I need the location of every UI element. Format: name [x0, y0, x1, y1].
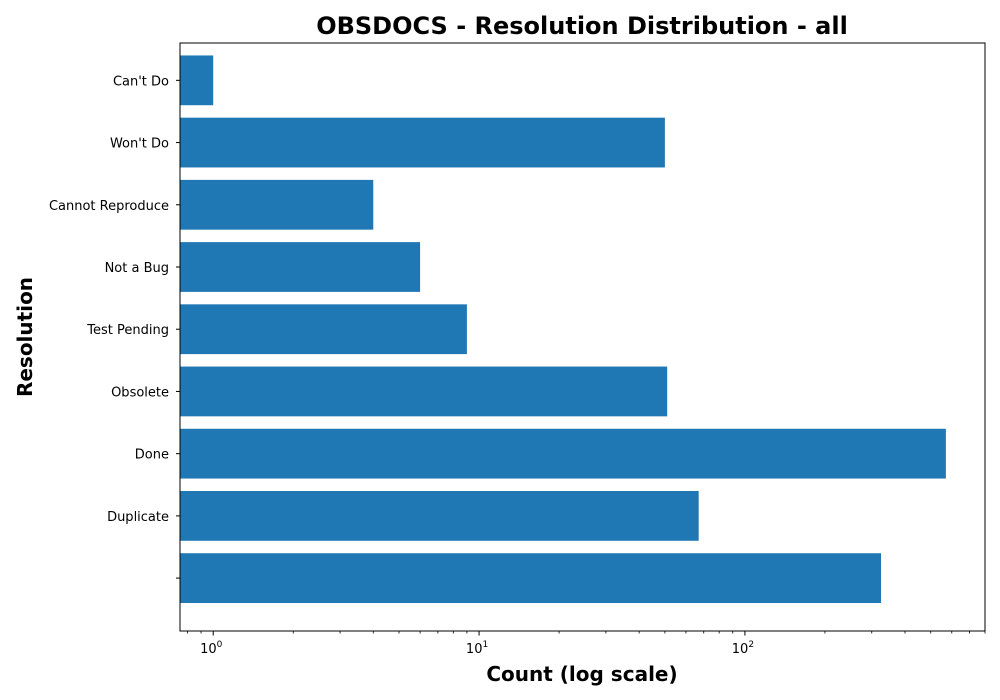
y-ticks: Duplicate Done Obsolete Test Pending Not a B…: [49, 74, 180, 579]
y-tick-label: Duplicate: [107, 510, 169, 525]
x-tick-label: 100: [200, 640, 223, 657]
y-tick-label: Obsolete: [111, 385, 169, 400]
bar: [180, 55, 214, 106]
x-tick-label: 102: [732, 640, 754, 657]
bar: [180, 117, 665, 168]
bars: [180, 55, 946, 603]
y-tick-label: Test Pending: [86, 323, 169, 338]
y-tick-label: Won't Do: [110, 137, 169, 152]
chart-title: OBSDOCS - Resolution Distribution - all: [316, 12, 848, 40]
x-ticks: 100 101 102: [187, 631, 986, 657]
plot-frame: [179, 42, 986, 632]
y-tick-label: Not a Bug: [105, 261, 169, 276]
bar: [180, 179, 374, 230]
bar: [180, 366, 668, 417]
x-axis-label: Count (log scale): [486, 662, 677, 686]
bar: [180, 242, 421, 292]
bar: [180, 553, 881, 603]
y-tick-label: Done: [135, 448, 169, 463]
y-tick-label: Cannot Reproduce: [49, 199, 169, 214]
bar: [180, 428, 946, 479]
bar: [180, 304, 467, 355]
bar: [180, 491, 699, 541]
y-axis-label: Resolution: [13, 277, 37, 397]
x-tick-label: 101: [466, 640, 488, 657]
y-tick-label: Can't Do: [113, 74, 169, 89]
